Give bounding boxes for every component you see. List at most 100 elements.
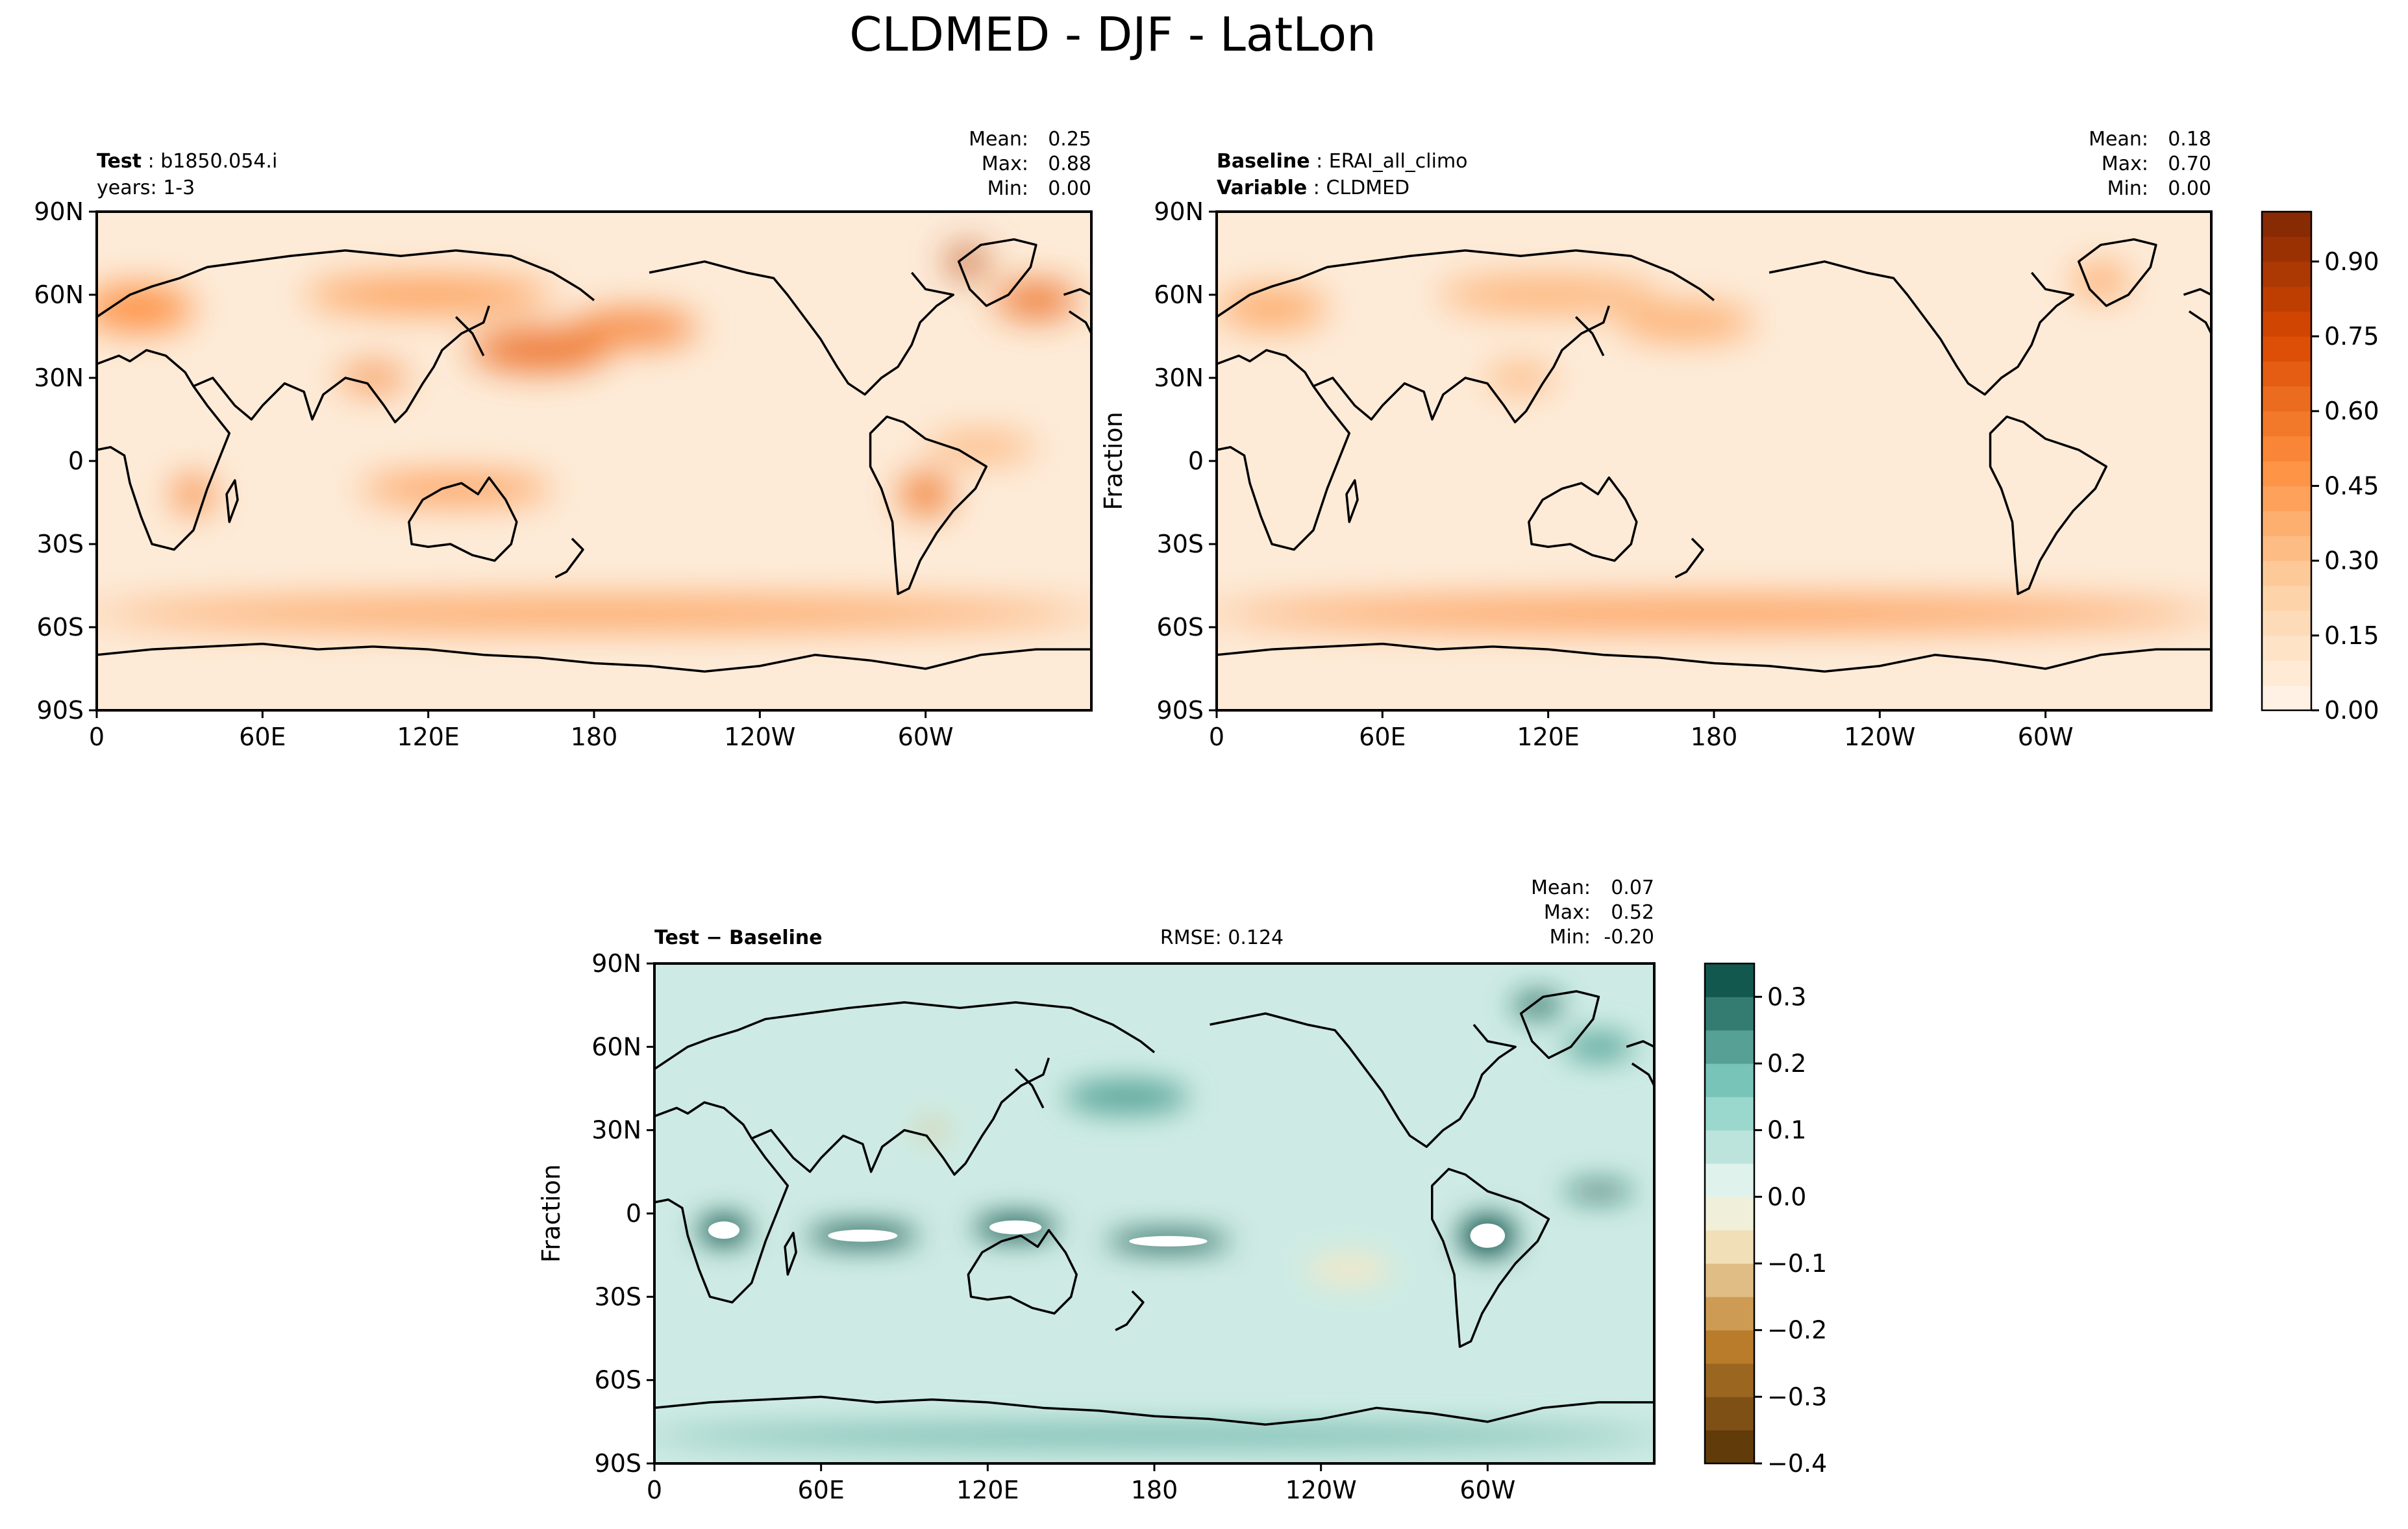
- oranges-colorbar-tick-label: 0.15: [2324, 621, 2379, 650]
- test-contour-7: [359, 476, 553, 501]
- test-label-value: b1850.054.i: [160, 150, 277, 173]
- diff-ytick-label: 60N: [591, 1032, 641, 1061]
- baseline-xtick-label: 120W: [1844, 723, 1915, 751]
- oranges-colorbar-level: [2262, 311, 2311, 337]
- baseline-xtick-label: 60W: [2018, 723, 2074, 751]
- diff-xtick-label: 60W: [1459, 1476, 1515, 1504]
- brbg-colorbar-level: [1705, 1130, 1754, 1164]
- oranges-colorbar-level: [2262, 212, 2311, 237]
- baseline-contour-2: [1617, 306, 1756, 340]
- test-xtick-label: 0: [89, 723, 105, 751]
- test-mean-value: 0.25: [1048, 128, 1091, 151]
- test-mean-label: Mean:: [969, 128, 1028, 151]
- oranges-colorbar-tick-label: 0.90: [2324, 247, 2379, 276]
- oranges-colorbar-frame: [2261, 210, 2313, 712]
- test-ytick-label: 30S: [37, 530, 84, 558]
- oranges-colorbar-tick-label: 0.45: [2324, 471, 2379, 500]
- variable-label: Variable : CLDMED: [1217, 177, 1409, 199]
- oranges-colorbar-level: [2262, 685, 2311, 711]
- brbg-colorbar-level: [1705, 1230, 1754, 1264]
- diff-rmse: RMSE: 0.124: [1160, 926, 1284, 949]
- diff-ytick-label: 60S: [595, 1366, 641, 1395]
- oranges-colorbar-level: [2262, 610, 2311, 636]
- test-xtick-label: 120E: [397, 723, 460, 751]
- oranges-colorbar-level: [2262, 286, 2311, 312]
- brbg-colorbar-level: [1705, 1097, 1754, 1131]
- baseline-ytick-label: 30N: [1154, 364, 1204, 392]
- test-contour-10: [97, 599, 1091, 628]
- test-ytick-label: 60N: [34, 280, 84, 309]
- diff-xtick-label: 120E: [956, 1476, 1019, 1504]
- baseline-xtick-label: 180: [1691, 723, 1738, 751]
- oranges-colorbar-level: [2262, 261, 2311, 287]
- diff-max-value: 0.52: [1611, 901, 1654, 924]
- figure-title: CLDMED - DJF - LatLon: [849, 7, 1376, 62]
- brbg-colorbar-tick-label: 0.0: [1767, 1182, 1806, 1211]
- variable-label-value: CLDMED: [1326, 177, 1409, 199]
- test-xtick-label: 180: [571, 723, 618, 751]
- diff-xtick-label: 120W: [1285, 1476, 1357, 1504]
- brbg-colorbar-level: [1705, 963, 1754, 997]
- baseline-max-value: 0.70: [2168, 153, 2211, 175]
- panel-difference: Test − Baseline RMSE: 0.124 Mean: 0.07 M…: [0, 876, 1827, 1504]
- diff-ytick-label: 90S: [595, 1449, 641, 1478]
- test-contour-3: [573, 311, 698, 345]
- oranges-colorbar-level: [2262, 660, 2311, 686]
- diff-ylabel: Fraction: [537, 1164, 565, 1263]
- test-contour-4: [947, 249, 987, 274]
- test-years: years: 1-3: [97, 177, 195, 199]
- oranges-colorbar-level: [2262, 236, 2311, 262]
- brbg-colorbar-level: [1705, 1263, 1754, 1297]
- oranges-colorbar-level: [2262, 486, 2311, 512]
- test-contour-8: [173, 477, 214, 511]
- test-contour-11: [925, 436, 1036, 458]
- oranges-colorbar-level: [2262, 536, 2311, 562]
- baseline-ytick-label: 60N: [1154, 280, 1204, 309]
- brbg-colorbar-level: [1705, 997, 1754, 1031]
- brbg-colorbar-level: [1705, 1163, 1754, 1197]
- oranges-colorbar-tick-label: 0.60: [2324, 397, 2379, 425]
- oranges-colorbar-level: [2262, 461, 2311, 486]
- baseline-xtick-label: 0: [1209, 723, 1224, 751]
- diff-mean-value: 0.07: [1611, 876, 1654, 899]
- baseline-contour-3: [2073, 267, 2129, 295]
- baseline-contour-1: [1437, 278, 1659, 312]
- baseline-ytick-label: 0: [1188, 447, 1204, 475]
- diff-field-background: [654, 963, 1654, 1463]
- diff-xtick-label: 180: [1131, 1476, 1178, 1504]
- oranges-colorbar-level: [2262, 386, 2311, 412]
- diff-contour-6: [1063, 1080, 1189, 1114]
- baseline-mean-value: 0.18: [2168, 128, 2211, 151]
- diff-saturated-4: [1470, 1223, 1506, 1248]
- diff-ytick-label: 0: [626, 1199, 641, 1228]
- baseline-ytick-label: 90S: [1157, 696, 1204, 725]
- baseline-contour-4: [1485, 366, 1556, 390]
- oranges-colorbar-tick-label: 0.75: [2324, 322, 2379, 351]
- test-contour-1: [304, 278, 553, 312]
- test-field-contours: [97, 249, 1091, 628]
- test-min-value: 0.00: [1048, 177, 1091, 200]
- diff-ticks: 0 60E 120E 180 120W 60W 90N 60N 30N 0 30S 60S 90S: [591, 949, 1515, 1504]
- test-ytick-label: 0: [68, 447, 84, 475]
- diff-contour-11: [1307, 1255, 1391, 1283]
- test-xtick-label: 120W: [724, 723, 795, 751]
- diff-contour-wrap-9: [0, 1426, 654, 1445]
- diff-contour-9: [654, 1426, 1654, 1446]
- diff-label: Test − Baseline: [654, 926, 823, 949]
- diff-ytick-label: 90N: [591, 949, 641, 978]
- diff-saturated-3: [1129, 1236, 1208, 1247]
- test-max-label: Max:: [982, 153, 1028, 175]
- baseline-contour-5: [1217, 599, 2211, 628]
- oranges-colorbar-level: [2262, 510, 2311, 536]
- diff-saturated-1: [828, 1229, 898, 1242]
- baseline-xtick-label: 120E: [1517, 723, 1580, 751]
- oranges-colorbar-level: [2262, 336, 2311, 362]
- brbg-colorbar-frame: [1704, 962, 1756, 1465]
- test-ytick-label: 90S: [37, 696, 84, 725]
- test-min-label: Min:: [987, 177, 1028, 200]
- baseline-contour-0: [1217, 289, 1328, 329]
- test-xtick-label: 60E: [239, 723, 286, 751]
- baseline-ytick-label: 90N: [1154, 197, 1204, 226]
- diff-contour-5: [1563, 1184, 1633, 1199]
- brbg-colorbar: 0.3 0.2 0.1 0.0 −0.1 −0.2 −0.3 −0.4: [1704, 962, 1827, 1478]
